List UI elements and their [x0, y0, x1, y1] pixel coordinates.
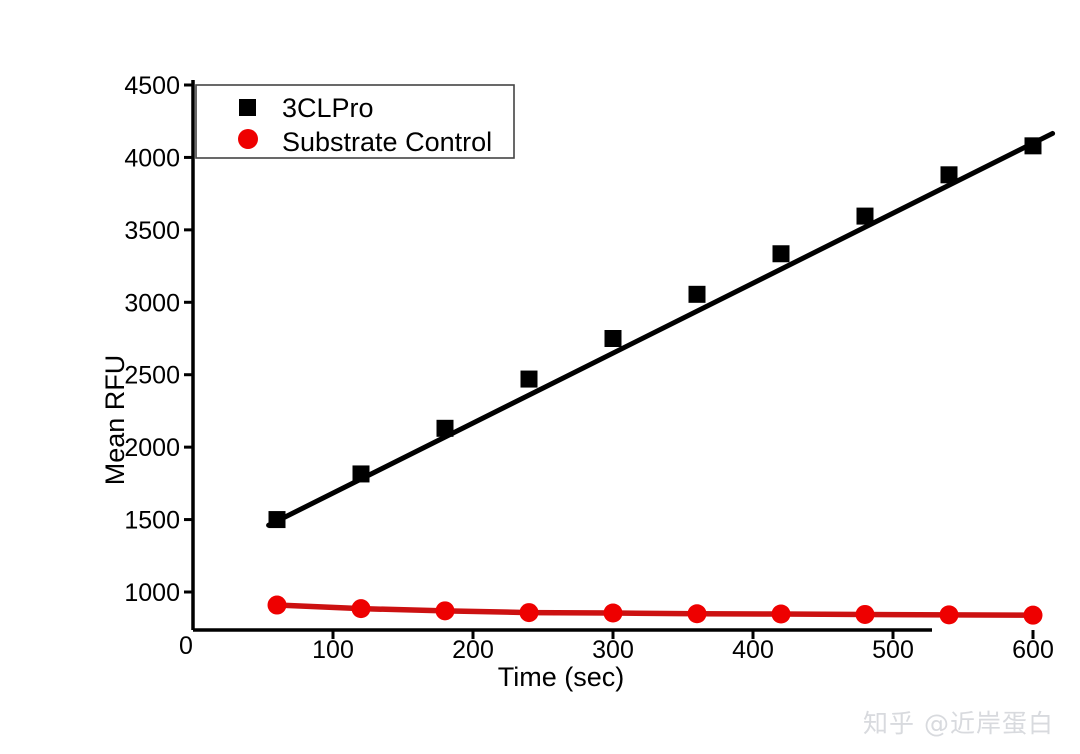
legend-label: 3CLPro: [282, 93, 374, 123]
x-tick-label: 200: [452, 636, 494, 664]
series-lines: [266, 130, 1056, 618]
y-tick-label: 4000: [124, 144, 180, 172]
y-axis-title: Mean RFU: [100, 355, 130, 486]
y-tick-label: 3000: [124, 289, 180, 317]
legend-marker-circle-icon: [238, 129, 258, 149]
y-tick-label: 2000: [124, 434, 180, 462]
data-point-marker: [1024, 137, 1042, 155]
y-tick-label: 2500: [124, 362, 180, 390]
data-point-marker: [1023, 605, 1043, 625]
y-axis-tick-labels: 1000 1500 2000 2500 3000 3500 4000 4500: [124, 72, 180, 607]
series-markers: [267, 137, 1043, 625]
x-tick-label: 100: [312, 636, 354, 664]
y-tick-label: 1500: [124, 507, 180, 535]
x-tick-label: 300: [592, 636, 634, 664]
data-point-marker: [939, 605, 959, 625]
data-point-marker: [687, 604, 707, 624]
data-point-marker: [519, 603, 539, 623]
data-point-marker: [940, 166, 958, 184]
data-point-marker: [352, 465, 370, 483]
legend: 3CLPro Substrate Control: [195, 84, 515, 159]
data-point-marker: [351, 599, 371, 619]
data-point-marker: [856, 207, 874, 225]
legend-marker-square-icon: [239, 99, 256, 116]
y-tick-label: 4500: [124, 72, 180, 100]
y-axis-origin-label: 0: [179, 632, 193, 660]
data-point-marker: [604, 330, 622, 347]
data-point-marker: [436, 419, 454, 437]
data-point-marker: [603, 603, 623, 623]
x-tick-label: 400: [732, 636, 774, 664]
y-tick-label: 1000: [124, 579, 180, 607]
data-point-marker: [435, 601, 455, 621]
data-point-marker: [268, 511, 286, 529]
data-point-marker: [771, 604, 791, 624]
legend-label: Substrate Control: [282, 127, 492, 157]
data-point-marker: [855, 604, 875, 624]
x-tick-label: 600: [1012, 636, 1054, 664]
data-point-marker: [267, 595, 287, 615]
x-axis-ticks: [331, 630, 1035, 639]
y-tick-label: 3500: [124, 217, 180, 245]
legend-entry-0[interactable]: 3CLPro: [239, 93, 374, 123]
legend-entry-1[interactable]: Substrate Control: [238, 127, 492, 157]
y-axis-ticks: [184, 83, 193, 594]
x-axis-title: Time (sec): [498, 662, 625, 692]
data-point-marker: [688, 285, 706, 303]
x-tick-label: 500: [872, 636, 914, 664]
x-axis-tick-labels: 100 200 300 400 500 600: [312, 636, 1054, 664]
data-point-marker: [520, 370, 538, 388]
watermark: 知乎 @近岸蛋白: [863, 709, 1054, 738]
data-point-marker: [772, 245, 790, 263]
